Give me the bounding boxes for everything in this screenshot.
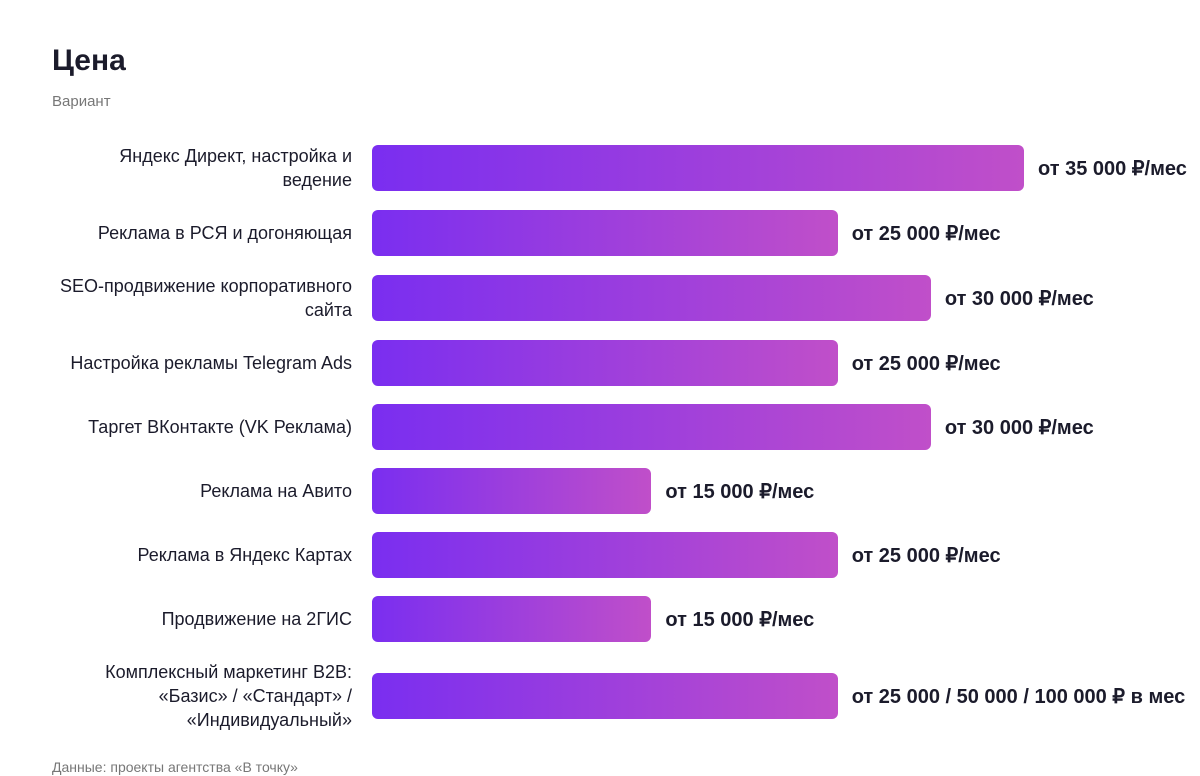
bar <box>372 673 838 719</box>
bar-row: Комплексный маркетинг B2B: «Базис» / «Ст… <box>52 660 1187 732</box>
chart-subtitle: Вариант <box>52 93 111 110</box>
bar <box>372 532 838 578</box>
bar <box>372 275 931 321</box>
source-note: Данные: проекты агентства «В точку» <box>52 759 298 775</box>
bar-row: SEO-продвижение корпоративного сайта от 3… <box>52 274 1187 322</box>
bar-row: Реклама в Яндекс Картах от 25 000 ₽/мес <box>52 532 1187 578</box>
value-label: от 35 000 ₽/мес <box>1038 157 1187 180</box>
bar-row: Яндекс Директ, настройка и ведение от 35 … <box>52 144 1187 192</box>
value-label: от 25 000 ₽/мес <box>851 222 1001 245</box>
value-label: от 30 000 ₽/мес <box>944 287 1094 310</box>
category-label: SEO-продвижение корпоративного сайта <box>59 276 352 320</box>
bar-row: Реклама на Авито от 15 000 ₽/мес <box>52 468 1187 514</box>
bar-row: Реклама в РСЯ и догоняющая от 25 000 ₽/ме… <box>52 210 1187 256</box>
bar <box>372 596 652 642</box>
bar <box>372 145 1024 191</box>
category-label: Реклама в Яндекс Картах <box>137 545 352 565</box>
bar <box>372 404 931 450</box>
category-label: Продвижение на 2ГИС <box>161 609 352 629</box>
bar-row: Настройка рекламы Telegram Ads от 25 000 … <box>52 340 1187 386</box>
category-label: Реклама в РСЯ и догоняющая <box>97 223 352 243</box>
value-label: от 15 000 ₽/мес <box>665 480 815 503</box>
bar <box>372 210 838 256</box>
category-label: Реклама на Авито <box>200 481 352 501</box>
category-label: Яндекс Директ, настройка и ведение <box>119 146 352 190</box>
value-label: от 25 000 ₽/мес <box>851 352 1001 375</box>
bar-rows: Яндекс Директ, настройка и ведение от 35 … <box>52 144 1187 732</box>
bar-row: Таргет ВКонтакте (VK Реклама) от 30 000 ₽… <box>52 404 1187 450</box>
value-label: от 30 000 ₽/мес <box>944 416 1094 439</box>
category-label: Настройка рекламы Telegram Ads <box>70 353 352 373</box>
bar-row: Продвижение на 2ГИС от 15 000 ₽/мес <box>52 596 1187 642</box>
value-label: от 25 000 ₽/мес <box>851 544 1001 567</box>
category-label: Комплексный маркетинг B2B: «Базис» / «Ст… <box>105 662 352 730</box>
bar <box>372 340 838 386</box>
value-label: от 25 000 / 50 000 / 100 000 ₽ в мес <box>851 685 1186 708</box>
category-label: Таргет ВКонтакте (VK Реклама) <box>88 417 352 437</box>
chart-title: Цена <box>52 44 126 77</box>
value-label: от 15 000 ₽/мес <box>665 608 815 631</box>
bar <box>372 468 652 514</box>
